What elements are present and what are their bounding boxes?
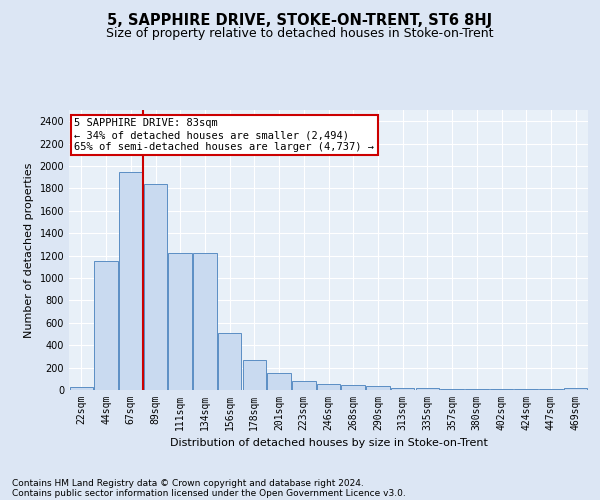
Bar [268, 372, 291, 390]
X-axis label: Distribution of detached houses by size in Stoke-on-Trent: Distribution of detached houses by size … [170, 438, 487, 448]
Bar [440, 388, 464, 390]
Text: Contains public sector information licensed under the Open Government Licence v3: Contains public sector information licen… [12, 488, 406, 498]
Bar [416, 388, 439, 390]
Bar [218, 333, 241, 390]
Bar [193, 254, 217, 390]
Bar [366, 386, 389, 390]
Bar [119, 172, 143, 390]
Bar [94, 261, 118, 390]
Text: 5 SAPPHIRE DRIVE: 83sqm
← 34% of detached houses are smaller (2,494)
65% of semi: 5 SAPPHIRE DRIVE: 83sqm ← 34% of detache… [74, 118, 374, 152]
Bar [317, 384, 340, 390]
Text: 5, SAPPHIRE DRIVE, STOKE-ON-TRENT, ST6 8HJ: 5, SAPPHIRE DRIVE, STOKE-ON-TRENT, ST6 8… [107, 12, 493, 28]
Bar [564, 388, 587, 390]
Bar [242, 360, 266, 390]
Bar [169, 254, 192, 390]
Bar [70, 387, 93, 390]
Bar [391, 388, 415, 390]
Text: Contains HM Land Registry data © Crown copyright and database right 2024.: Contains HM Land Registry data © Crown c… [12, 478, 364, 488]
Bar [341, 385, 365, 390]
Text: Size of property relative to detached houses in Stoke-on-Trent: Size of property relative to detached ho… [106, 28, 494, 40]
Bar [144, 184, 167, 390]
Y-axis label: Number of detached properties: Number of detached properties [24, 162, 34, 338]
Bar [292, 381, 316, 390]
